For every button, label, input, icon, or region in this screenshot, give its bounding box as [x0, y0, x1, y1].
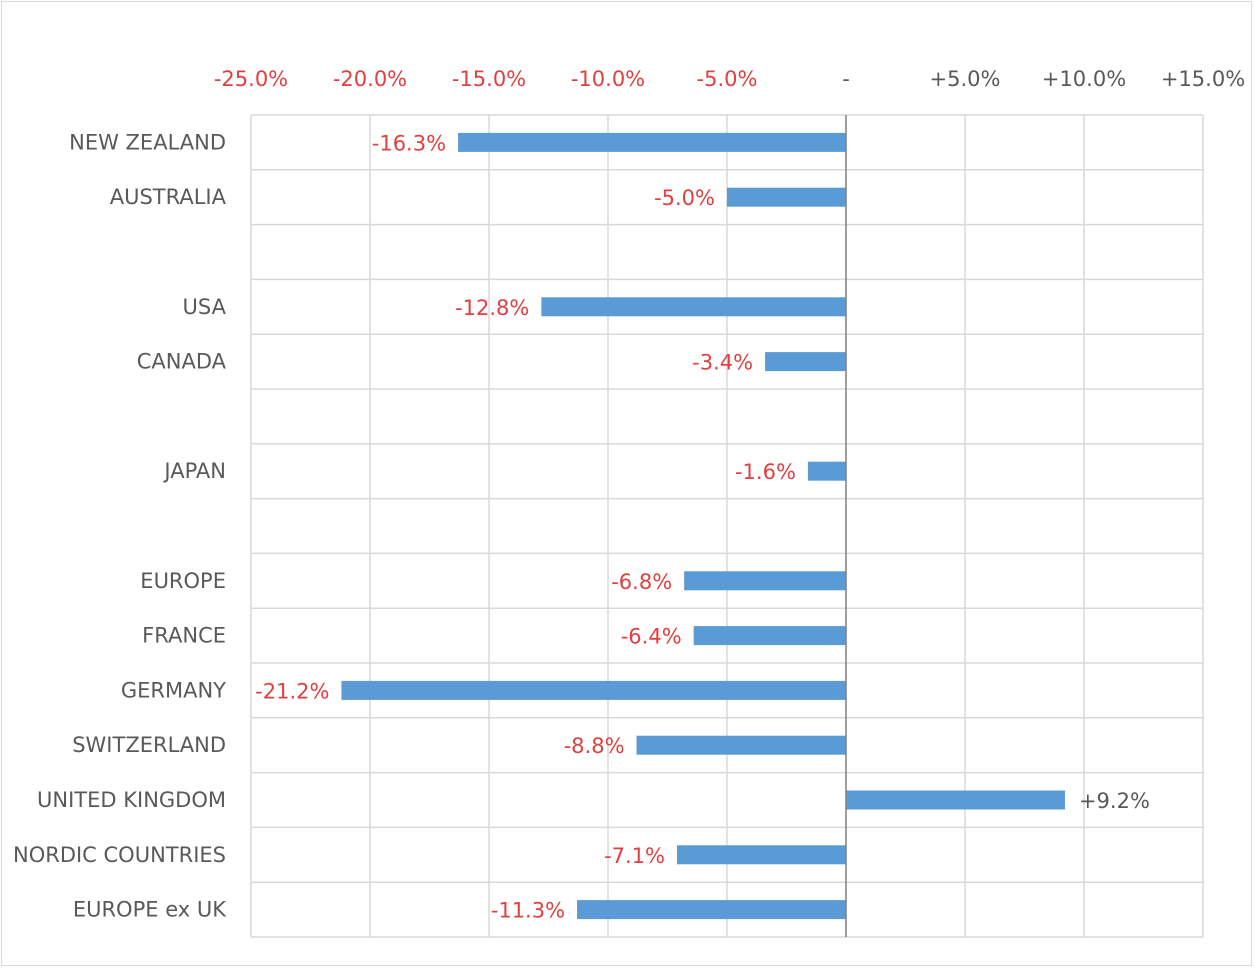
- x-tick-label: -10.0%: [571, 67, 645, 91]
- data-label: -11.3%: [491, 899, 565, 923]
- category-label: SWITZERLAND: [72, 733, 226, 757]
- bar: [693, 626, 846, 646]
- x-tick-label: -20.0%: [333, 67, 407, 91]
- category-label: CANADA: [137, 350, 227, 374]
- x-tick-label: -25.0%: [214, 67, 288, 91]
- category-label: GERMANY: [121, 678, 226, 702]
- x-tick-label: +10.0%: [1042, 67, 1126, 91]
- category-label: UNITED KINGDOM: [37, 788, 226, 812]
- category-label: EUROPE ex UK: [73, 898, 227, 922]
- data-label: -6.4%: [621, 625, 682, 649]
- category-label: NEW ZEALAND: [69, 130, 226, 154]
- bar: [727, 187, 846, 207]
- bar: [677, 845, 846, 865]
- data-label: -16.3%: [372, 131, 446, 155]
- x-tick-label: -5.0%: [697, 67, 758, 91]
- bar: [341, 680, 846, 700]
- bar: [684, 571, 846, 591]
- category-label: AUSTRALIA: [110, 185, 227, 209]
- bar: [807, 461, 846, 481]
- x-tick-label: -15.0%: [452, 67, 526, 91]
- data-label: -1.6%: [735, 460, 796, 484]
- data-label: -21.2%: [255, 679, 329, 703]
- data-label: -5.0%: [654, 186, 715, 210]
- bar: [846, 790, 1065, 810]
- x-tick-label: -: [842, 67, 850, 91]
- category-label: FRANCE: [142, 624, 226, 648]
- bar: [458, 132, 846, 152]
- data-label: -3.4%: [692, 351, 753, 375]
- x-tick-label: +15.0%: [1161, 67, 1245, 91]
- x-tick-label: +5.0%: [930, 67, 1001, 91]
- bar: [541, 297, 846, 317]
- category-label: JAPAN: [162, 459, 226, 483]
- data-label: +9.2%: [1079, 789, 1150, 813]
- data-label: -6.8%: [611, 570, 672, 594]
- category-label: NORDIC COUNTRIES: [13, 843, 226, 867]
- bar: [577, 900, 846, 920]
- category-label: USA: [183, 295, 227, 319]
- data-label: -7.1%: [604, 844, 665, 868]
- data-label: -12.8%: [455, 296, 529, 320]
- bar: [765, 352, 846, 372]
- category-label: EUROPE: [140, 569, 226, 593]
- data-label: -8.8%: [564, 734, 625, 758]
- bar: [636, 735, 846, 755]
